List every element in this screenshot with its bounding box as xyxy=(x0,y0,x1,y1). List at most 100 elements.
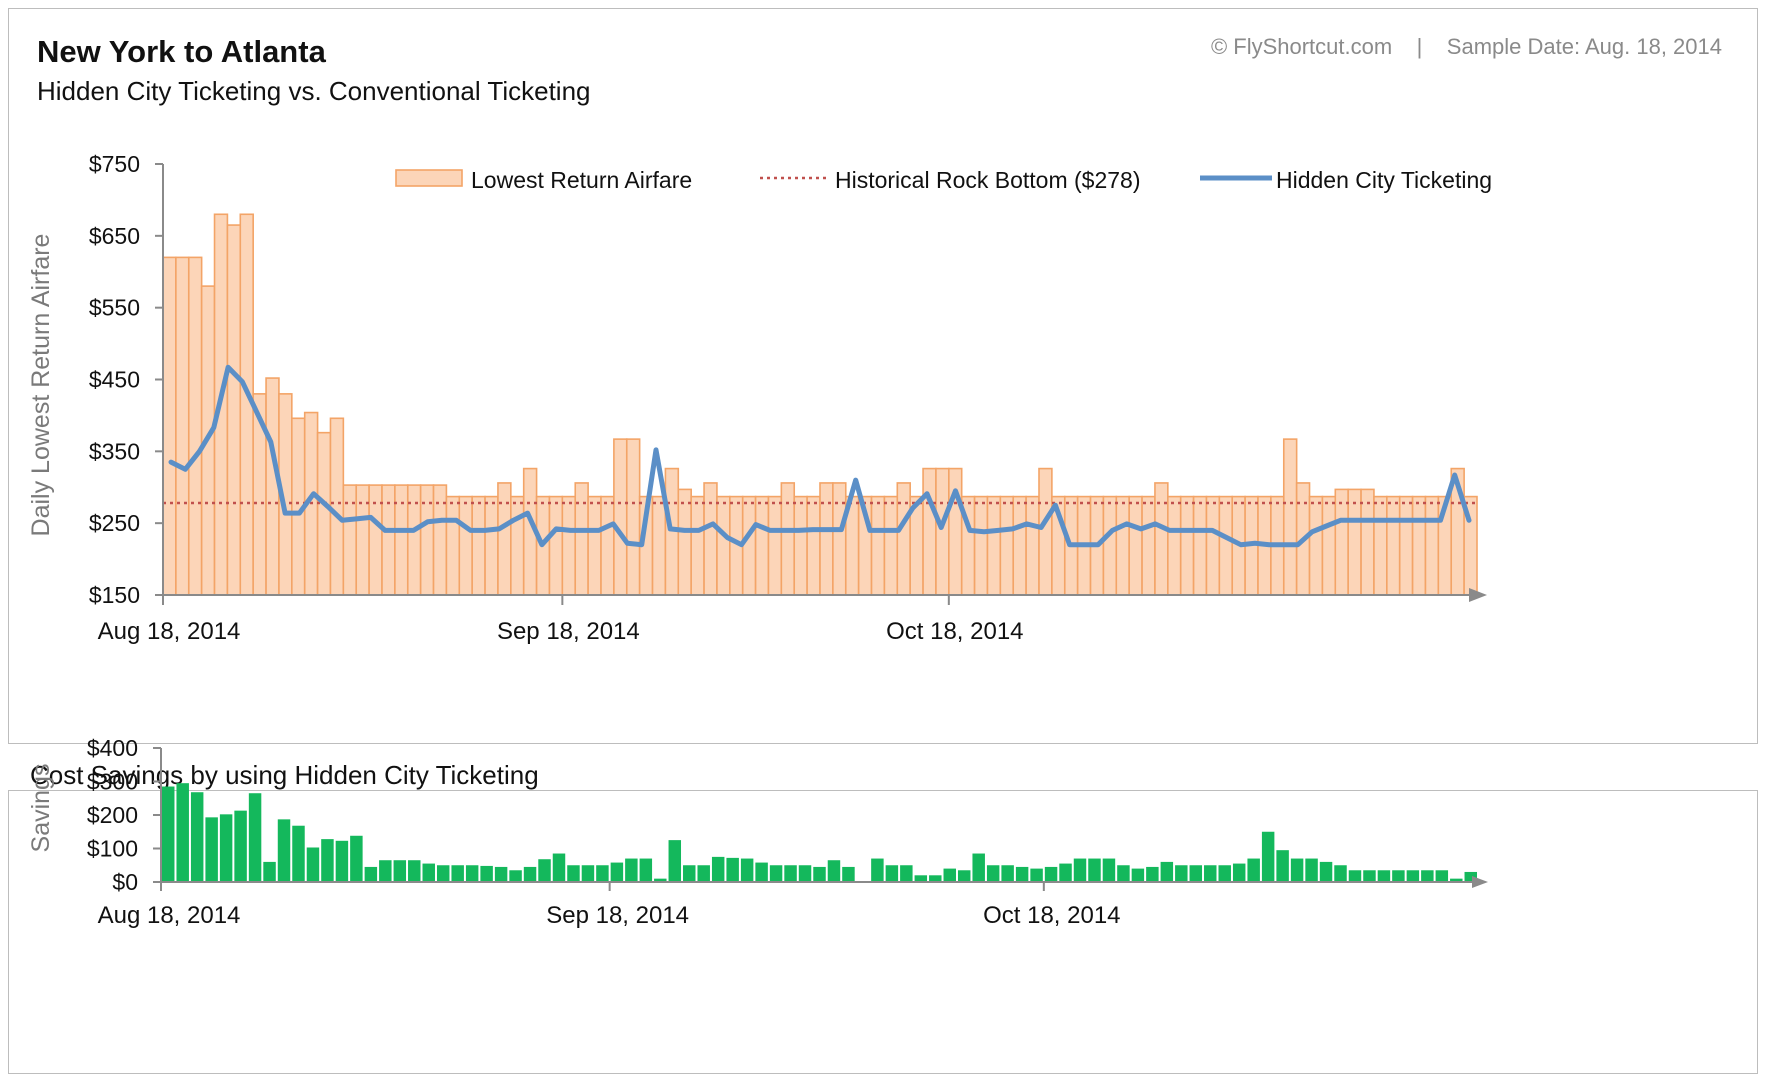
airfare-bar xyxy=(381,484,396,596)
savings-bar xyxy=(1247,858,1260,882)
savings-bar xyxy=(625,858,638,882)
airfare-bar xyxy=(935,467,950,596)
y-tick-label: $150 xyxy=(89,582,140,608)
savings-bar xyxy=(885,865,899,882)
airfare-bar xyxy=(986,495,1002,596)
savings-bar xyxy=(176,783,189,882)
airfare-bar xyxy=(651,495,667,596)
airfare-bar xyxy=(690,495,705,596)
airfare-bar xyxy=(1102,495,1118,596)
savings-y-tick-label: $300 xyxy=(87,769,138,795)
legend-label-rock-bottom: Historical Rock Bottom ($278) xyxy=(835,167,1141,193)
y-axis-label: Daily Lowest Return Airfare xyxy=(27,234,55,537)
x-tick-label: Aug 18, 2014 xyxy=(98,618,241,645)
savings-bar xyxy=(1059,863,1072,882)
savings-bar xyxy=(943,868,956,882)
savings-bar xyxy=(900,865,913,882)
savings-bar xyxy=(436,865,450,882)
airfare-bar xyxy=(1012,495,1027,596)
savings-bar xyxy=(914,875,928,882)
airfare-bar xyxy=(574,482,589,596)
legend-label-hidden-city: Hidden City Ticketing xyxy=(1276,167,1492,193)
savings-bar xyxy=(610,862,624,882)
savings-chart-title: Cost Savings by using Hidden City Ticket… xyxy=(30,760,539,790)
savings-bar xyxy=(711,856,725,882)
airfare-bar xyxy=(587,495,602,596)
savings-bar xyxy=(190,792,204,882)
airfare-bar xyxy=(600,495,615,596)
airfare-bar xyxy=(548,495,564,596)
savings-bar xyxy=(596,865,609,882)
savings-y-tick-label: $100 xyxy=(87,836,138,862)
savings-bar xyxy=(1218,865,1231,882)
savings-bar xyxy=(552,853,566,882)
airfare-bar xyxy=(329,417,345,596)
savings-bar xyxy=(784,865,797,882)
savings-bar xyxy=(1102,858,1116,882)
x-axis-arrow xyxy=(1469,588,1487,602)
savings-bar xyxy=(1334,865,1347,882)
savings-bar xyxy=(697,865,710,882)
airfare-bar xyxy=(484,495,499,596)
savings-bar xyxy=(1464,871,1477,882)
savings-bar xyxy=(364,866,378,882)
savings-bar xyxy=(263,861,276,882)
savings-y-tick-label: $0 xyxy=(112,869,138,895)
airfare-bar xyxy=(625,438,641,596)
airfare-bar xyxy=(1373,495,1388,596)
savings-bar xyxy=(494,866,508,882)
savings-bar xyxy=(1421,870,1434,882)
airfare-bar xyxy=(1025,495,1040,596)
savings-y-tick-label: $200 xyxy=(87,802,138,828)
airfare-bar xyxy=(162,256,177,596)
savings-bar xyxy=(683,865,696,882)
airfare-bar xyxy=(1218,495,1234,596)
savings-bar xyxy=(234,810,247,882)
savings-bar xyxy=(1044,866,1058,882)
airfare-bar xyxy=(355,484,370,596)
savings-bar xyxy=(1146,866,1159,882)
savings-bar xyxy=(827,860,841,882)
savings-bar xyxy=(769,865,783,882)
airfare-bar xyxy=(1192,495,1208,596)
savings-bar xyxy=(1319,861,1333,882)
savings-bar xyxy=(1290,858,1304,882)
savings-y-axis-label: Savings xyxy=(27,764,55,853)
savings-bar xyxy=(422,863,435,882)
airfare-bar xyxy=(187,256,203,596)
x-tick-label: Oct 18, 2014 xyxy=(886,618,1023,645)
airfare-bar xyxy=(394,484,409,596)
savings-bar xyxy=(1261,831,1275,882)
savings-x-tick-label: Aug 18, 2014 xyxy=(98,902,241,929)
airfare-bar xyxy=(883,495,899,596)
airfare-bar xyxy=(368,484,383,596)
airfare-bar xyxy=(806,495,821,596)
airfare-bar xyxy=(754,495,770,596)
savings-bar xyxy=(1377,870,1391,882)
savings-bar xyxy=(1305,858,1318,882)
savings-bar xyxy=(842,866,855,882)
savings-bar xyxy=(321,839,334,882)
airfare-bar xyxy=(510,495,525,596)
airfare-bar xyxy=(471,495,486,596)
airfare-bar xyxy=(1321,495,1337,596)
airfare-bar xyxy=(497,482,512,596)
airfare-bar xyxy=(677,488,692,596)
y-tick-label: $250 xyxy=(89,510,140,536)
savings-bar xyxy=(1232,863,1246,882)
y-tick-label: $350 xyxy=(89,438,140,464)
airfare-bar xyxy=(922,467,937,596)
savings-bar xyxy=(480,865,493,882)
savings-bar xyxy=(393,860,407,882)
airfare-bar xyxy=(1115,495,1130,596)
airfare-bar xyxy=(999,495,1015,596)
savings-bar xyxy=(162,786,175,882)
savings-bar xyxy=(1392,870,1405,882)
savings-bar xyxy=(871,858,884,882)
airfare-bar xyxy=(741,495,757,596)
airfare-bar xyxy=(1308,495,1324,596)
chart-title: New York to Atlanta xyxy=(37,34,326,69)
airfare-bar xyxy=(406,484,422,596)
legend-swatch-airfare xyxy=(395,169,463,187)
